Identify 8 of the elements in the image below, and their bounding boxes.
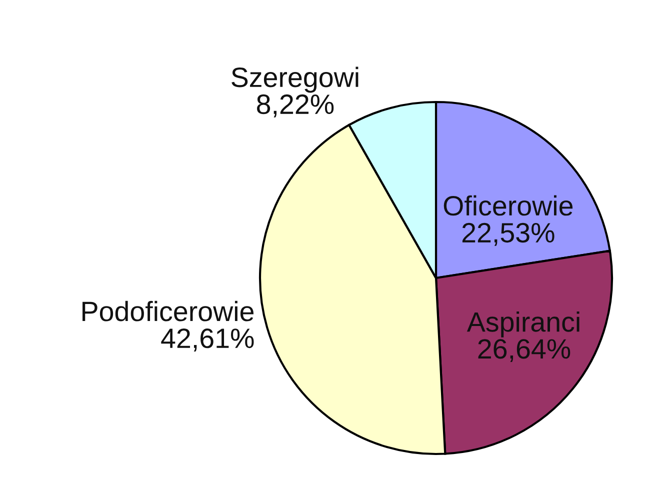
data-label: 42,61% <box>161 328 254 352</box>
data-label: 26,64% <box>478 339 570 362</box>
slice-label: Podoficerowie <box>82 300 254 322</box>
data-label: 22,53% <box>462 222 554 246</box>
slice-label: Aspiranci <box>466 311 580 338</box>
data-label: 8,22% <box>257 94 334 118</box>
slice-label: Szeregowi <box>232 66 358 93</box>
slice-label: Oficerowie <box>444 195 573 216</box>
